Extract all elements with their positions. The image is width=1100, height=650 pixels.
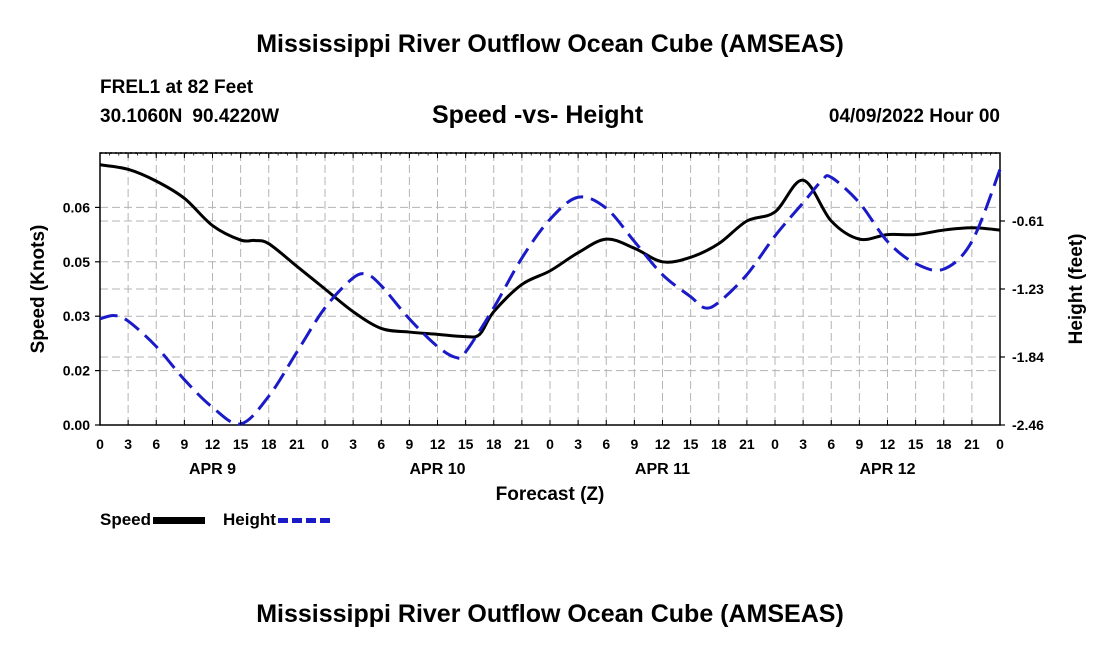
y-tick-label: 0.02	[63, 363, 90, 379]
x-tick-label: 18	[711, 436, 727, 452]
day-label: APR 9	[189, 461, 236, 478]
day-label: APR 11	[635, 461, 690, 478]
x-tick-label: 12	[205, 436, 221, 452]
x-tick-label: 21	[739, 436, 755, 452]
x-tick-label: 15	[233, 436, 249, 452]
x-axis-title: Forecast (Z)	[496, 484, 605, 505]
y-tick-label: 0.03	[63, 308, 90, 324]
y-tick-label: 0.06	[63, 199, 90, 215]
x-tick-label: 3	[349, 436, 357, 452]
x-tick-label: 0	[771, 436, 779, 452]
x-tick-label: 15	[458, 436, 474, 452]
forecast-datetime: 04/09/2022 Hour 00	[828, 106, 1000, 127]
series-line-speed	[99, 163, 1001, 339]
legend-speed-label: Speed	[100, 510, 152, 529]
x-tick-label: 21	[514, 436, 530, 452]
x-tick-label: 12	[655, 436, 671, 452]
y2-tick-label: -2.46	[1012, 417, 1044, 433]
x-tick-label: 12	[430, 436, 446, 452]
legend-height-label: Height	[223, 510, 276, 529]
day-label: APR 12	[859, 461, 915, 478]
x-tick-label: 3	[574, 436, 582, 452]
x-tick-label: 6	[377, 436, 385, 452]
y-tick-label: 0.00	[63, 417, 90, 433]
x-tick-label: 9	[630, 436, 638, 452]
y2-axis-title: Height (feet)	[1066, 234, 1087, 345]
main-title: Mississippi River Outflow Ocean Cube (AM…	[256, 30, 844, 58]
x-tick-label: 15	[908, 436, 924, 452]
x-tick-label: 9	[855, 436, 863, 452]
coordinates: 30.1060N 90.4220W	[100, 106, 289, 128]
latitude: 30.1060N	[100, 106, 183, 127]
y2-tick-label: -1.84	[1012, 349, 1044, 365]
station-label: FREL1 at 82 Feet	[100, 77, 254, 98]
x-tick-label: 9	[180, 436, 188, 452]
x-tick-label: 21	[289, 436, 305, 452]
series-line-height	[99, 169, 1002, 426]
x-tick-label: 3	[124, 436, 132, 452]
series-layer	[99, 163, 1002, 426]
axes: 0 3 6 9 12 15 18 21 0 3 6 9 12 15 18 21 0 3 6 9 12 15 18 21 0 3 6 9…	[63, 153, 1044, 478]
x-tick-label: 12	[880, 436, 896, 452]
x-tick-label: 21	[964, 436, 980, 452]
x-tick-label: 6	[827, 436, 835, 452]
x-tick-label: 6	[602, 436, 610, 452]
legend-speed: Speed	[100, 510, 206, 530]
x-tick-label: 18	[486, 436, 502, 452]
x-tick-label: 0	[321, 436, 329, 452]
x-tick-label: 9	[405, 436, 413, 452]
x-tick-label: 18	[936, 436, 952, 452]
y2-tick-label: -1.23	[1012, 281, 1044, 297]
x-tick-label: 0	[96, 436, 104, 452]
y-tick-label: 0.05	[63, 254, 90, 270]
legend-height: Height	[223, 510, 330, 530]
longitude: 90.4220W	[192, 106, 280, 127]
x-tick-label: 0	[546, 436, 554, 452]
chart-subtitle: Speed -vs- Height	[432, 101, 644, 129]
day-label: APR 10	[409, 461, 465, 478]
x-tick-label: 6	[152, 436, 160, 452]
legend: Speed Height	[100, 510, 348, 530]
x-tick-label: 0	[996, 436, 1004, 452]
x-tick-label: 3	[799, 436, 807, 452]
y2-tick-label: -0.61	[1012, 213, 1044, 229]
legend-height-swatch	[277, 517, 330, 523]
y-axis-title: Speed (Knots)	[28, 225, 49, 354]
footer-title: Mississippi River Outflow Ocean Cube (AM…	[256, 600, 844, 628]
legend-speed-swatch	[153, 516, 206, 524]
x-tick-label: 18	[261, 436, 277, 452]
x-tick-label: 15	[683, 436, 699, 452]
grid	[100, 152, 1000, 425]
